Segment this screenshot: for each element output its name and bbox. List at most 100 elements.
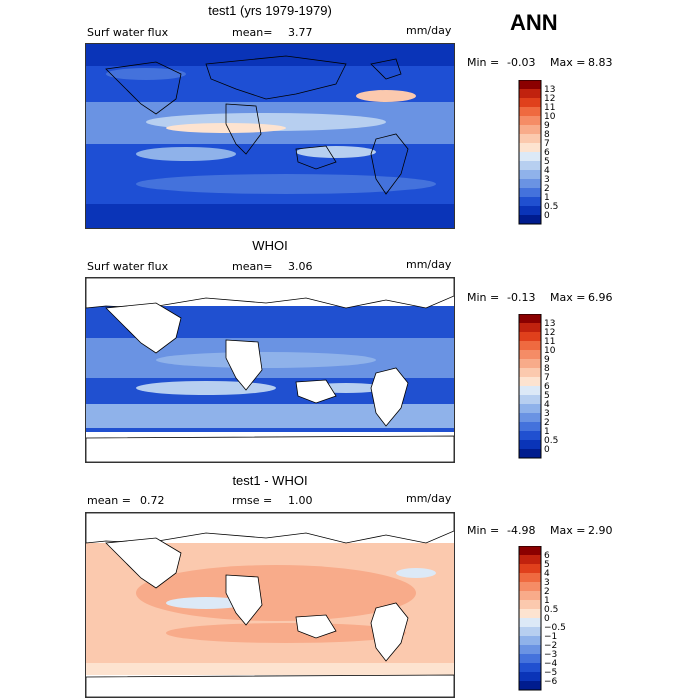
- panel2-min-label: Min =: [467, 291, 500, 304]
- colorbar-swatch: [519, 386, 541, 395]
- colorbar-swatch: [519, 663, 541, 672]
- panel1-variable-label: Surf water flux: [87, 26, 169, 39]
- colorbar-tick-label: 5: [544, 157, 550, 167]
- colorbar-tick-label: −2: [544, 641, 557, 651]
- panel2-min-value: -0.13: [507, 291, 536, 304]
- panel3-title: test1 - WHOI: [232, 473, 308, 488]
- panel2-variable-label: Surf water flux: [87, 260, 169, 273]
- panel3-max-value: 2.90: [588, 524, 613, 537]
- colorbar-swatch: [519, 359, 541, 368]
- colorbar-swatch: [519, 116, 541, 125]
- colorbar-swatch: [519, 188, 541, 197]
- colorbar-tick-label: 0: [544, 614, 550, 624]
- colorbar-tick-label: 8: [544, 130, 550, 140]
- colorbar-swatch: [519, 404, 541, 413]
- colorbar-swatch: [519, 215, 541, 224]
- colorbar-swatch: [519, 449, 541, 458]
- colorbar-tick-label: 2: [544, 587, 550, 597]
- colorbar-tick-label: 7: [544, 373, 550, 383]
- colorbar-swatch: [519, 152, 541, 161]
- panel3-units: mm/day: [406, 492, 452, 505]
- colorbar-swatch: [519, 564, 541, 573]
- colorbar-tick-label: 4: [544, 166, 550, 176]
- colorbar-tick-label: −6: [544, 677, 558, 687]
- colorbar-swatch: [519, 573, 541, 582]
- colorbar-swatch: [519, 645, 541, 654]
- colorbar-swatch: [519, 377, 541, 386]
- colorbar-swatch: [519, 323, 541, 332]
- panel3-mean-value: 0.72: [140, 494, 165, 507]
- colorbar-swatch: [519, 197, 541, 206]
- panel3-min-label: Min =: [467, 524, 500, 537]
- colorbar-swatch: [519, 161, 541, 170]
- colorbar-swatch: [519, 368, 541, 377]
- colorbar-swatch: [519, 341, 541, 350]
- colorbar-swatch: [519, 681, 541, 690]
- colorbar-swatch: [519, 618, 541, 627]
- panel2-max-value: 6.96: [588, 291, 613, 304]
- colorbar-tick-label: 1: [544, 427, 550, 437]
- colorbar-tick-label: 0.5: [544, 436, 558, 446]
- panel2-mean-value: 3.06: [288, 260, 313, 273]
- colorbar-swatch: [519, 395, 541, 404]
- colorbar-outline: [518, 314, 542, 459]
- panel1-mean-value: 3.77: [288, 26, 313, 39]
- panel1-max-value: 8.83: [588, 56, 613, 69]
- colorbar-tick-label: 6: [544, 382, 550, 392]
- colorbar-tick-label: 3: [544, 409, 550, 419]
- panel2-map-svg: [86, 278, 454, 462]
- colorbar-swatch: [519, 206, 541, 215]
- colorbar-tick-label: 3: [544, 175, 550, 185]
- colorbar-tick-label: 6: [544, 551, 550, 561]
- colorbar-swatch: [519, 422, 541, 431]
- colorbar-swatch: [519, 654, 541, 663]
- colorbar-tick-label: 0: [544, 211, 550, 221]
- colorbar-swatch: [519, 332, 541, 341]
- colorbar-swatch: [519, 413, 541, 422]
- colorbar-outline: [518, 546, 542, 691]
- colorbar-swatch: [519, 170, 541, 179]
- colorbar-tick-label: 12: [544, 328, 555, 338]
- panel3-rmse-label: rmse =: [232, 494, 273, 507]
- colorbar-tick-label: 11: [544, 337, 555, 347]
- panel2-max-label: Max =: [550, 291, 586, 304]
- panel2-map: [85, 277, 455, 463]
- colorbar-tick-label: 5: [544, 560, 550, 570]
- panel1-map-svg: [86, 44, 454, 228]
- panel1-min-label: Min =: [467, 56, 500, 69]
- colorbar-swatch: [519, 98, 541, 107]
- colorbar-tick-label: 13: [544, 85, 555, 95]
- panel1-units: mm/day: [406, 24, 452, 37]
- colorbar-swatch: [519, 179, 541, 188]
- colorbar-tick-label: 8: [544, 364, 550, 374]
- colorbar-swatch: [519, 627, 541, 636]
- colorbar-tick-label: 2: [544, 418, 550, 428]
- panel1-mean-label: mean=: [232, 26, 273, 39]
- colorbar-tick-label: −5: [544, 668, 557, 678]
- colorbar-tick-label: 2: [544, 184, 550, 194]
- panel3-min-value: -4.98: [507, 524, 536, 537]
- colorbar-outline: [518, 80, 542, 225]
- colorbar-tick-label: 1: [544, 596, 550, 606]
- colorbar-tick-label: 0.5: [544, 202, 558, 212]
- panel3-mean-label: mean =: [87, 494, 131, 507]
- colorbar-swatch: [519, 134, 541, 143]
- colorbar-swatch: [519, 314, 541, 323]
- panel3-rmse-value: 1.00: [288, 494, 313, 507]
- colorbar-tick-label: 1: [544, 193, 550, 203]
- panel2-units: mm/day: [406, 258, 452, 271]
- colorbar-tick-label: −0.5: [544, 623, 566, 633]
- panel3-map-svg: [86, 513, 454, 697]
- panel1-map: [85, 43, 455, 229]
- season-label: ANN: [510, 10, 558, 35]
- panel1-title: test1 (yrs 1979-1979): [208, 3, 332, 18]
- colorbar-tick-label: 11: [544, 103, 555, 113]
- colorbar-tick-label: 7: [544, 139, 550, 149]
- panel1-max-label: Max =: [550, 56, 586, 69]
- colorbar-swatch: [519, 672, 541, 681]
- colorbar-tick-label: −1: [544, 632, 557, 642]
- colorbar-swatch: [519, 609, 541, 618]
- colorbar-swatch: [519, 600, 541, 609]
- colorbar-swatch: [519, 431, 541, 440]
